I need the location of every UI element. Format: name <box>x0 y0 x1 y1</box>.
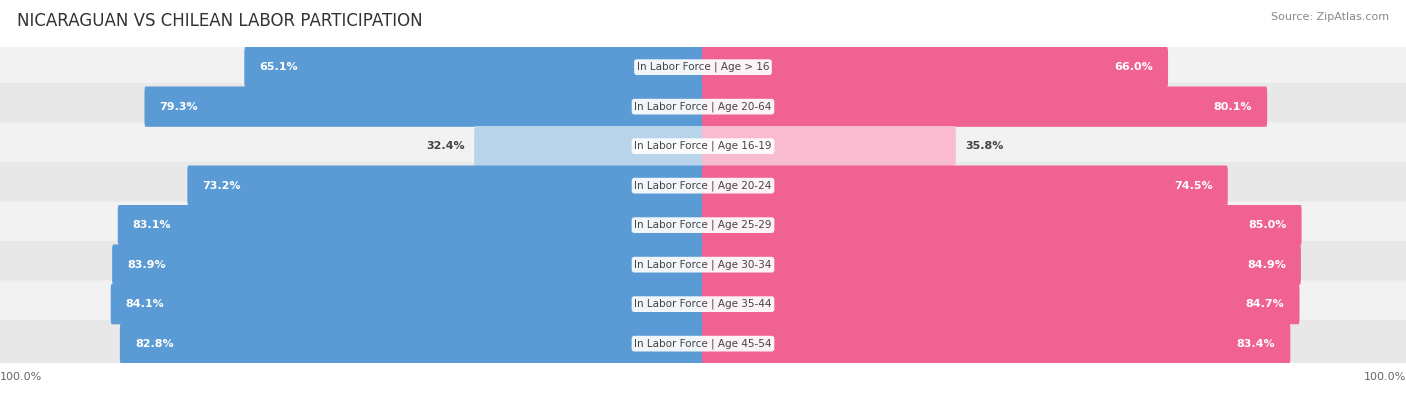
Text: In Labor Force | Age 25-29: In Labor Force | Age 25-29 <box>634 220 772 230</box>
Text: 79.3%: 79.3% <box>160 102 198 112</box>
Text: 84.9%: 84.9% <box>1247 260 1286 270</box>
FancyBboxPatch shape <box>702 166 1227 206</box>
Text: In Labor Force | Age 16-19: In Labor Force | Age 16-19 <box>634 141 772 151</box>
FancyBboxPatch shape <box>0 280 1406 328</box>
Text: 84.7%: 84.7% <box>1246 299 1285 309</box>
FancyBboxPatch shape <box>702 87 1267 127</box>
FancyBboxPatch shape <box>187 166 704 206</box>
FancyBboxPatch shape <box>118 205 704 245</box>
Text: 83.1%: 83.1% <box>134 220 172 230</box>
Text: 85.0%: 85.0% <box>1249 220 1286 230</box>
FancyBboxPatch shape <box>702 284 1299 324</box>
Text: In Labor Force | Age 45-54: In Labor Force | Age 45-54 <box>634 339 772 349</box>
FancyBboxPatch shape <box>0 83 1406 130</box>
FancyBboxPatch shape <box>112 245 704 285</box>
FancyBboxPatch shape <box>702 324 1291 364</box>
Text: 84.1%: 84.1% <box>127 299 165 309</box>
Text: In Labor Force | Age 35-44: In Labor Force | Age 35-44 <box>634 299 772 309</box>
FancyBboxPatch shape <box>702 126 956 166</box>
Text: 74.5%: 74.5% <box>1174 181 1212 191</box>
Text: 83.9%: 83.9% <box>127 260 166 270</box>
Text: 80.1%: 80.1% <box>1213 102 1253 112</box>
FancyBboxPatch shape <box>0 122 1406 170</box>
Text: 82.8%: 82.8% <box>135 339 173 349</box>
Text: In Labor Force | Age 20-24: In Labor Force | Age 20-24 <box>634 181 772 191</box>
Text: 100.0%: 100.0% <box>0 372 42 382</box>
FancyBboxPatch shape <box>702 245 1301 285</box>
FancyBboxPatch shape <box>0 201 1406 249</box>
Text: 100.0%: 100.0% <box>1364 372 1406 382</box>
Text: 73.2%: 73.2% <box>202 181 240 191</box>
Text: In Labor Force | Age > 16: In Labor Force | Age > 16 <box>637 62 769 72</box>
FancyBboxPatch shape <box>702 205 1302 245</box>
FancyBboxPatch shape <box>245 47 704 87</box>
Text: 32.4%: 32.4% <box>426 141 464 151</box>
FancyBboxPatch shape <box>474 126 704 166</box>
Text: 66.0%: 66.0% <box>1114 62 1153 72</box>
FancyBboxPatch shape <box>0 43 1406 91</box>
FancyBboxPatch shape <box>702 47 1168 87</box>
Text: In Labor Force | Age 30-34: In Labor Force | Age 30-34 <box>634 260 772 270</box>
FancyBboxPatch shape <box>0 162 1406 209</box>
FancyBboxPatch shape <box>0 320 1406 367</box>
Text: NICARAGUAN VS CHILEAN LABOR PARTICIPATION: NICARAGUAN VS CHILEAN LABOR PARTICIPATIO… <box>17 12 422 30</box>
Text: Source: ZipAtlas.com: Source: ZipAtlas.com <box>1271 12 1389 22</box>
FancyBboxPatch shape <box>145 87 704 127</box>
FancyBboxPatch shape <box>0 241 1406 288</box>
FancyBboxPatch shape <box>120 324 704 364</box>
Text: 83.4%: 83.4% <box>1237 339 1275 349</box>
Text: 35.8%: 35.8% <box>966 141 1004 151</box>
Text: 65.1%: 65.1% <box>260 62 298 72</box>
FancyBboxPatch shape <box>111 284 704 324</box>
Text: In Labor Force | Age 20-64: In Labor Force | Age 20-64 <box>634 102 772 112</box>
